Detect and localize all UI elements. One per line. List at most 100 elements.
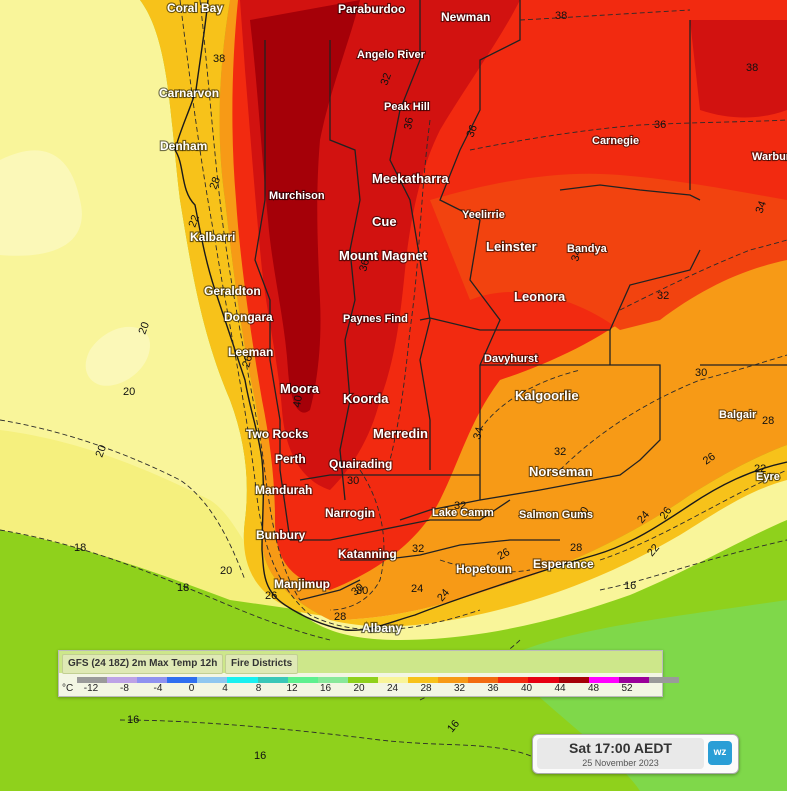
legend-tick-labels: -12 -8 -4 0 4 8 12 16 20 24 28 32 36 40 44 48 52: [59, 683, 662, 695]
isotherm-label: 20: [94, 443, 109, 459]
legend-color-swatch: [528, 677, 559, 683]
legend-tick-label: 40: [520, 683, 533, 694]
legend-tick-label: 0: [188, 683, 195, 694]
fire-district-boundaries: [254, 0, 787, 601]
legend-color-swatch: [77, 677, 108, 683]
place-label: Manjimup: [274, 577, 330, 591]
land-extreme-core: [690, 20, 787, 118]
place-label: Coral Bay: [167, 1, 223, 15]
isotherm-label: 28: [570, 542, 582, 554]
legend-color-swatch: [618, 677, 649, 683]
isotherm-label: 28: [762, 415, 774, 427]
isotherm-label: 40: [291, 394, 305, 408]
isotherm-label: 30: [575, 505, 592, 522]
legend-tab-model[interactable]: GFS (24 18Z) 2m Max Temp 12h: [62, 654, 224, 674]
legend-color-swatch: [438, 677, 469, 683]
legend-tick-label: 20: [353, 683, 365, 694]
place-label: Cue: [372, 214, 397, 229]
legend-tick-label: -12: [83, 683, 99, 694]
isotherm-labels: 38 38 36 38 36 36 34 32 34 36 32 30 28 2…: [74, 10, 774, 762]
sea-mild-band: [0, 430, 300, 610]
legend-color-swatch: [137, 677, 168, 683]
legend-color-swatch: [317, 677, 348, 683]
land-extreme-core: [250, 0, 360, 413]
place-label: Two Rocks: [246, 427, 309, 441]
isotherm-label: 36: [357, 258, 372, 273]
isotherm-label: 26: [265, 590, 277, 602]
isotherm-label: 34: [754, 199, 769, 215]
sea-mild-patch: [0, 150, 82, 256]
isotherm-label: 36: [402, 116, 416, 130]
isotherm-label: 22: [187, 213, 202, 229]
isotherm-label: 32: [657, 290, 669, 302]
legend-color-swatch: [498, 677, 529, 683]
coastal-warm-band: [140, 0, 330, 620]
place-label: Mandurah: [255, 483, 312, 497]
place-label: Bandya: [567, 243, 608, 255]
legend-tick-label: 36: [487, 683, 499, 694]
legend-color-swatch: [107, 677, 138, 683]
legend-color-swatch: [347, 677, 378, 683]
legend-color-swatch: [468, 677, 499, 683]
weatherzone-logo-icon[interactable]: wz: [708, 741, 732, 765]
place-label: Dongara: [224, 310, 273, 324]
place-label: Norseman: [529, 464, 593, 479]
isotherm-label: 24: [411, 583, 423, 595]
valid-time-panel: Sat 17:00 AEDT 25 November 2023: [537, 738, 704, 769]
isotherm-label: 30: [695, 367, 707, 379]
valid-date: 25 November 2023: [582, 758, 659, 768]
place-label: Quairading: [329, 457, 392, 471]
sea-mild-patch: [85, 326, 150, 386]
isotherm-label: 34: [471, 426, 486, 441]
isotherm-label: 38: [213, 53, 225, 65]
isotherm-label: 30: [356, 585, 368, 597]
legend-color-swatch: [558, 677, 589, 683]
isotherm-label: 38: [746, 62, 758, 74]
legend-tick-label: 32: [453, 683, 466, 694]
place-label: Murchison: [269, 190, 325, 202]
place-label: Paynes Find: [343, 313, 408, 325]
isotherm-label: 32: [412, 543, 424, 555]
isotherm-label: 18: [177, 582, 189, 594]
isotherm-label: 28: [208, 175, 223, 191]
legend-tick-label: 24: [386, 683, 399, 694]
isotherm-label: 32: [379, 71, 394, 87]
place-label: Lake Camm: [432, 507, 494, 519]
legend-color-swatch: [197, 677, 228, 683]
place-label: Leeman: [228, 345, 273, 359]
legend-header: GFS (24 18Z) 2m Max Temp 12h Fire Distri…: [59, 651, 662, 674]
isotherm-label: 20: [220, 565, 232, 577]
place-label: Kalbarri: [190, 230, 235, 244]
place-label: Paraburdoo: [338, 2, 405, 16]
isotherm-label: 22: [754, 463, 766, 475]
place-label: Angelo River: [357, 49, 426, 61]
place-label: Bunbury: [256, 528, 306, 542]
legend-color-swatch: [287, 677, 318, 683]
place-label: Narrogin: [325, 506, 375, 520]
temperature-legend: GFS (24 18Z) 2m Max Temp 12h Fire Distri…: [58, 650, 679, 697]
legend-tick-label: 48: [587, 683, 600, 694]
isotherm-label: 32: [454, 500, 466, 512]
place-label: Eyre: [756, 471, 780, 483]
legend-unit: °C: [62, 683, 74, 694]
place-label: Perth: [275, 452, 306, 466]
legend-tick-label: -8: [120, 683, 129, 694]
place-label: Davyhurst: [484, 353, 538, 365]
legend-color-swatch: [648, 677, 679, 683]
place-label: Hopetoun: [456, 562, 512, 576]
coastline: [174, 0, 787, 631]
legend-tab-fire-districts[interactable]: Fire Districts: [225, 654, 299, 674]
place-labels: Coral Bay Paraburdoo Newman Angelo River…: [158, 0, 787, 636]
legend-tick-label: 28: [420, 683, 432, 694]
place-label: Albany: [362, 621, 402, 635]
place-label: Newman: [441, 10, 490, 24]
legend-color-swatch: [227, 677, 258, 683]
place-label: Leonora: [514, 289, 566, 304]
legend-tick-label: 52: [621, 683, 633, 694]
land-hot-region: [430, 173, 787, 330]
legend-tick-label: 4: [222, 683, 228, 694]
isotherm-label: 26: [240, 354, 255, 369]
legend-color-swatch: [377, 677, 409, 683]
place-label: Yeelirrie: [462, 209, 505, 221]
